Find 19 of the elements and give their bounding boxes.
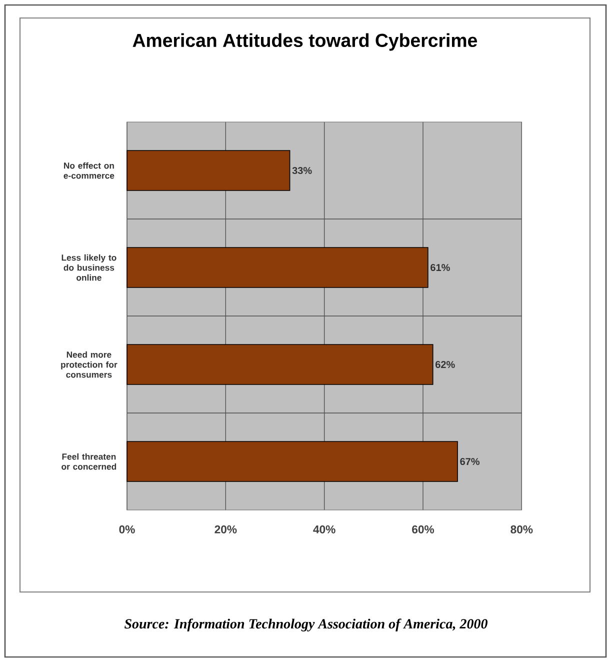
x-tick-label: 20% (214, 525, 237, 534)
bar (126, 150, 290, 191)
data-label: 61% (430, 264, 450, 272)
y-tick-label: Need more protection for consumers (61, 351, 118, 378)
x-tick-label: 80% (510, 525, 533, 534)
y-tick-label: Feel threaten or concerned (62, 453, 116, 470)
data-label: 62% (436, 360, 455, 368)
x-tick-label: 40% (313, 525, 336, 534)
bar (126, 344, 434, 385)
chart-title: American Attitudes toward Cybercrime (132, 33, 478, 51)
bar (126, 247, 428, 288)
bar (126, 441, 458, 482)
x-tick-label: 0% (119, 525, 135, 534)
x-tick-label: 60% (412, 525, 434, 534)
y-tick-label: No effect on e-commerce (64, 162, 114, 179)
data-label: 67% (460, 458, 480, 466)
source-note: Source: Information Technology Association of America, 2000 (124, 618, 488, 632)
data-label: 33% (292, 166, 312, 174)
y-tick-label: Less likely to do business online (62, 254, 116, 281)
